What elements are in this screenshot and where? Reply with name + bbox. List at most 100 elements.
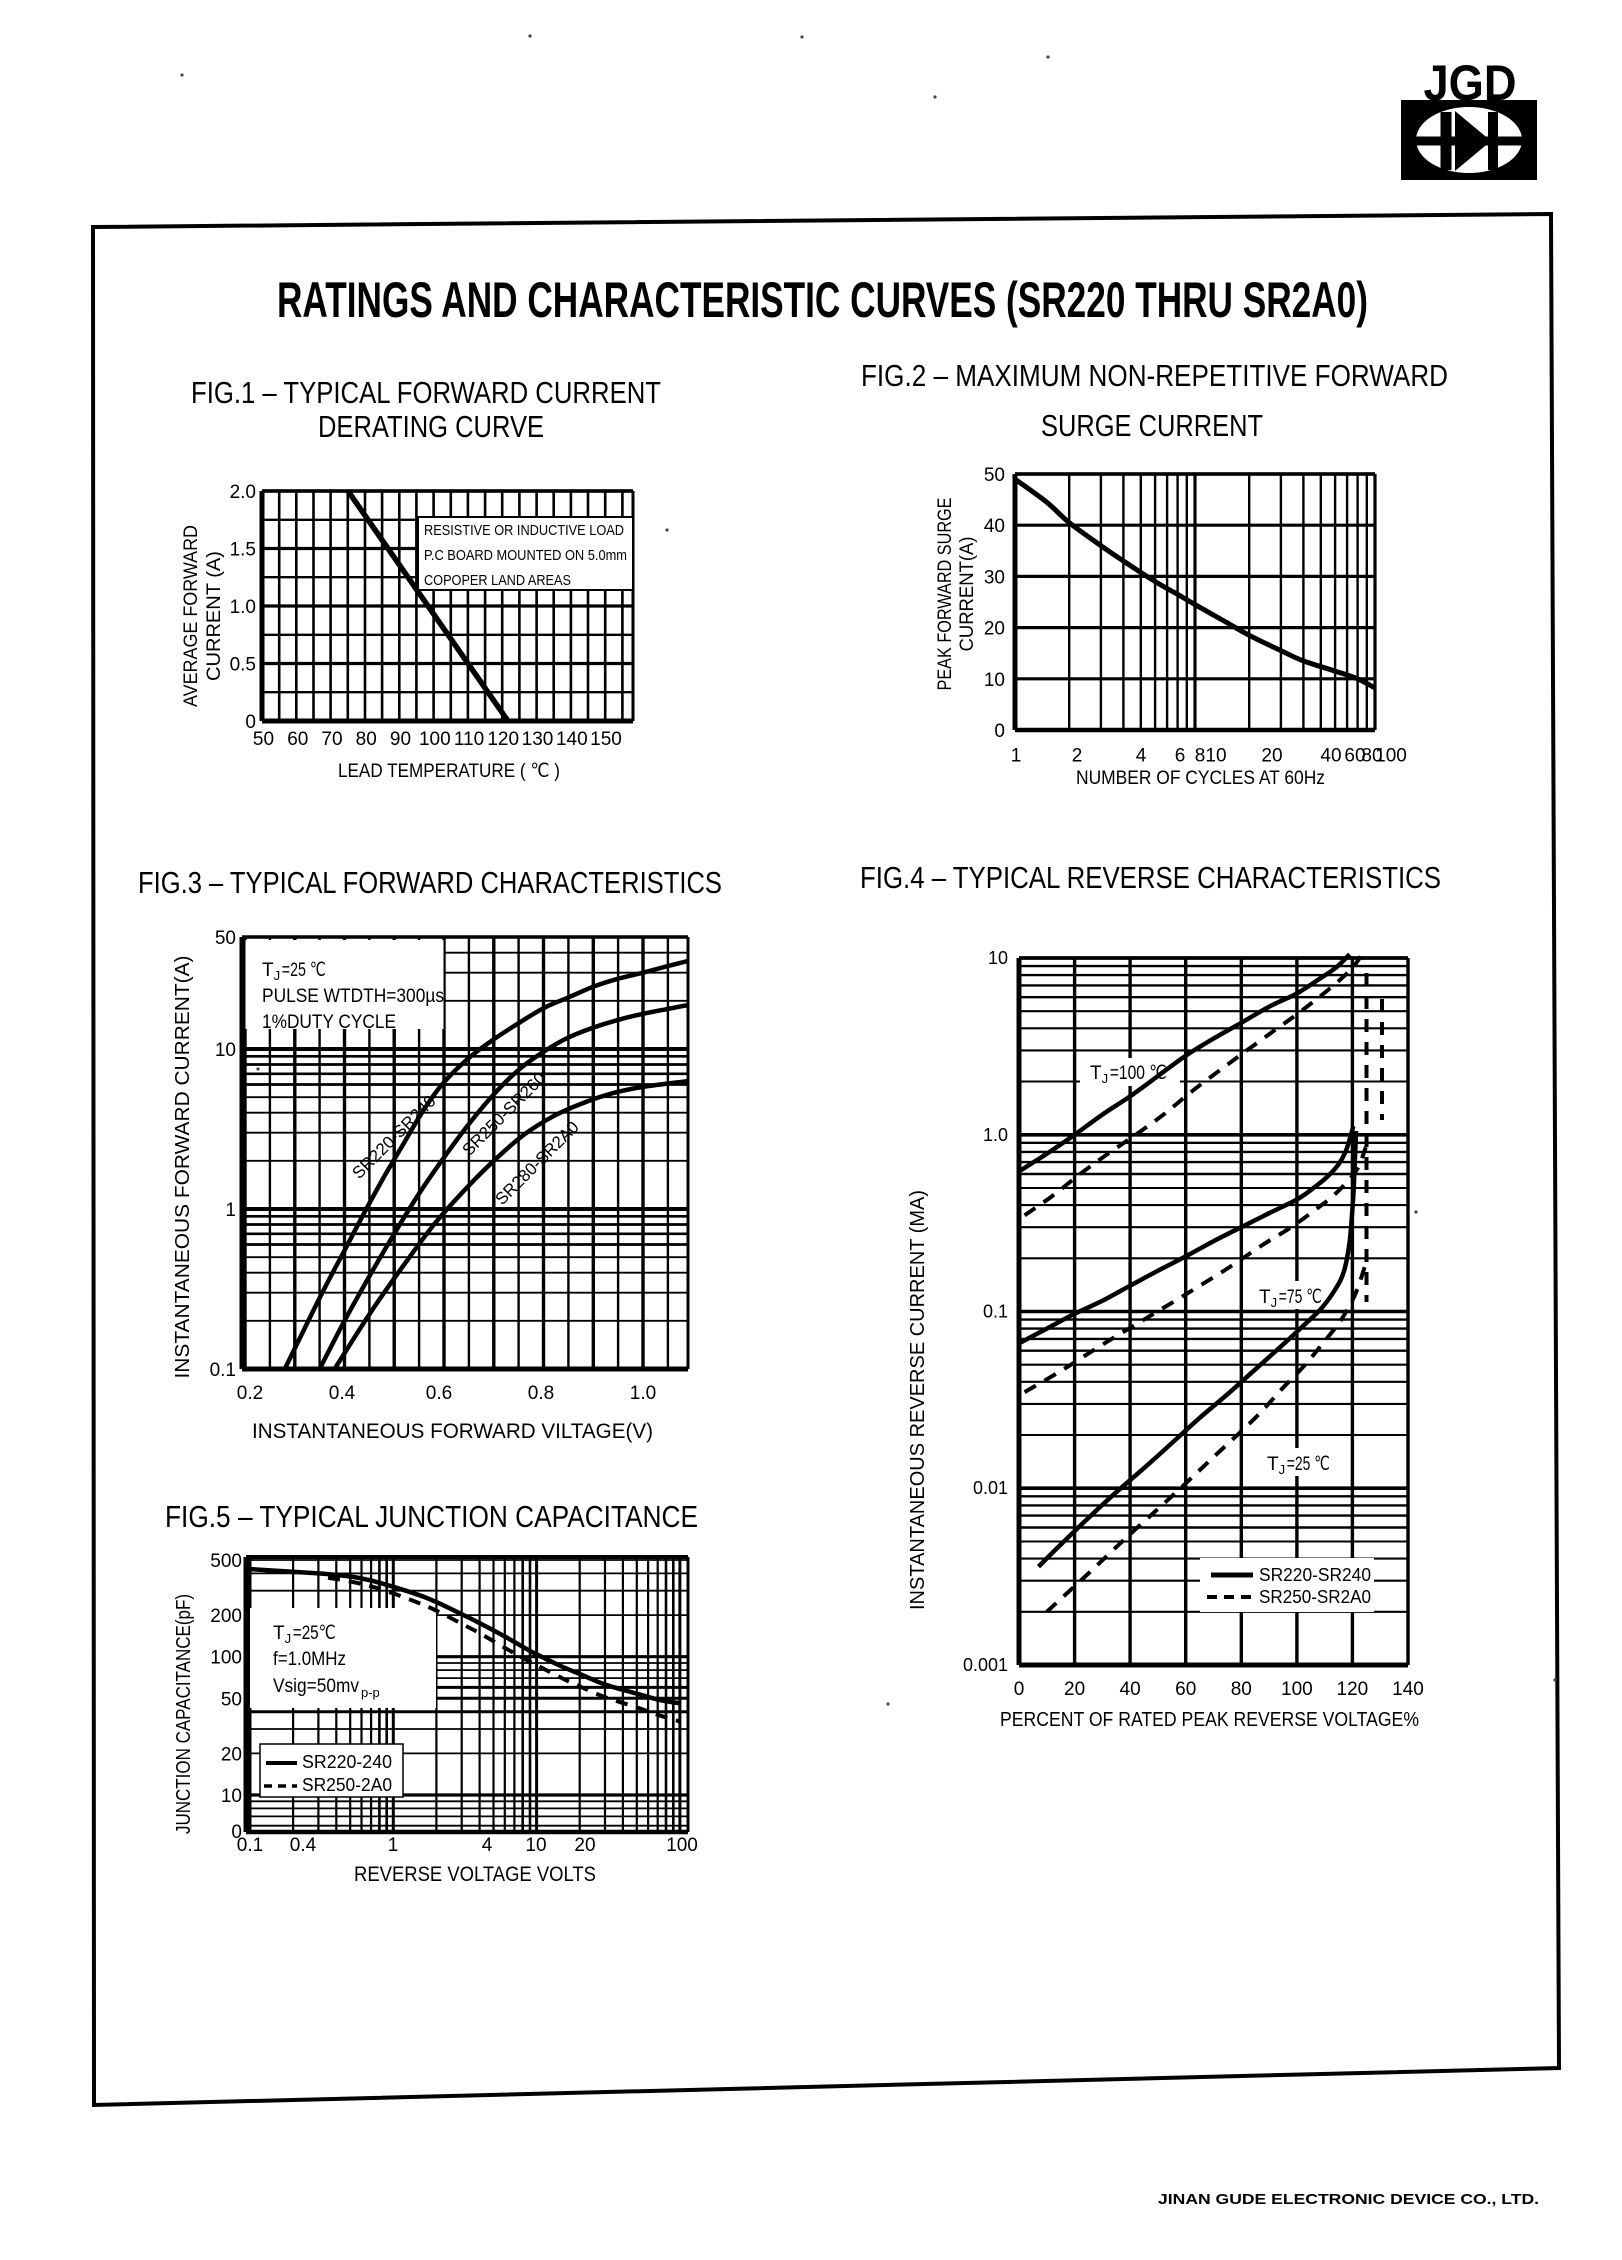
svg-text:20: 20	[1261, 746, 1282, 767]
svg-text:4: 4	[482, 1835, 493, 1856]
svg-text:10: 10	[1205, 746, 1226, 767]
svg-text:50: 50	[253, 729, 274, 750]
svg-text:100: 100	[1281, 1679, 1313, 1700]
svg-text:0.001: 0.001	[963, 1655, 1008, 1675]
svg-text:20: 20	[1064, 1679, 1085, 1700]
svg-text:0.1: 0.1	[983, 1302, 1008, 1322]
svg-text:1.0: 1.0	[230, 597, 256, 618]
svg-text:FIG.4 – TYPICAL REVERSE CHARAC: FIG.4 – TYPICAL REVERSE CHARACTERISTICS	[860, 860, 1441, 895]
svg-text:f=1.0MHz: f=1.0MHz	[273, 1649, 346, 1670]
svg-text:SURGE CURRENT: SURGE CURRENT	[1041, 408, 1263, 443]
svg-text:80: 80	[1361, 746, 1382, 767]
svg-text:70: 70	[321, 729, 342, 750]
svg-text:10: 10	[215, 1040, 236, 1061]
svg-text:JINAN GUDE ELECTRONIC DEVICE C: JINAN GUDE ELECTRONIC DEVICE CO., LTD.	[1158, 2191, 1539, 2208]
svg-text:10: 10	[221, 1786, 242, 1807]
svg-text:0.6: 0.6	[426, 1383, 452, 1404]
svg-text:60: 60	[287, 729, 308, 750]
svg-text:80: 80	[356, 729, 377, 750]
svg-text:J: J	[1102, 1071, 1109, 1086]
svg-text:0.1: 0.1	[210, 1360, 236, 1381]
svg-text:SR250-SR2A0: SR250-SR2A0	[1259, 1587, 1371, 1607]
svg-text:140: 140	[1392, 1679, 1424, 1700]
svg-text:AVERAGE FORWARD: AVERAGE FORWARD	[181, 525, 202, 707]
svg-text:0: 0	[245, 712, 256, 733]
svg-text:=25 ℃: =25 ℃	[1287, 1454, 1330, 1475]
svg-text:0.1: 0.1	[237, 1835, 263, 1856]
svg-text:SR220-240: SR220-240	[302, 1752, 392, 1772]
svg-text:J: J	[274, 968, 281, 983]
svg-text:10: 10	[525, 1835, 546, 1856]
svg-text:1: 1	[225, 1200, 236, 1221]
svg-text:120: 120	[1337, 1679, 1369, 1700]
svg-text:100: 100	[666, 1835, 698, 1856]
svg-text:10: 10	[984, 670, 1005, 691]
svg-text:100: 100	[419, 729, 451, 750]
svg-text:110: 110	[454, 729, 484, 750]
svg-text:JUNCTION CAPACITANCE(pF): JUNCTION CAPACITANCE(pF)	[173, 1594, 195, 1834]
svg-text:40: 40	[1320, 746, 1341, 767]
svg-text:J: J	[285, 1631, 292, 1646]
svg-text:RESISTIVE OR INDUCTIVE LOAD: RESISTIVE OR INDUCTIVE LOAD	[424, 522, 624, 539]
svg-text:NUMBER OF CYCLES AT 60Hz: NUMBER OF CYCLES AT 60Hz	[1076, 768, 1325, 789]
svg-text:=75 ℃: =75 ℃	[1279, 1287, 1322, 1308]
svg-text:REVERSE VOLTAGE VOLTS: REVERSE VOLTAGE VOLTS	[354, 1863, 596, 1886]
svg-text:0.5: 0.5	[230, 655, 256, 676]
svg-text:60: 60	[1344, 746, 1365, 767]
svg-text:200: 200	[210, 1606, 242, 1627]
svg-text:SR250-2A0: SR250-2A0	[302, 1775, 392, 1795]
svg-text:100: 100	[210, 1648, 242, 1669]
svg-text:2.0: 2.0	[230, 482, 256, 503]
svg-text:4: 4	[1136, 746, 1147, 767]
svg-text:1.0: 1.0	[983, 1125, 1008, 1145]
svg-text:8: 8	[1195, 746, 1206, 767]
svg-text:0.4: 0.4	[329, 1383, 356, 1404]
svg-text:100: 100	[1375, 746, 1407, 767]
svg-text:CURRENT(A): CURRENT(A)	[957, 537, 978, 652]
svg-text:1.0: 1.0	[630, 1383, 656, 1404]
svg-text:60: 60	[1175, 1679, 1196, 1700]
svg-text:=25℃: =25℃	[293, 1623, 336, 1644]
svg-text:J: J	[1279, 1462, 1286, 1477]
svg-text:p-p: p-p	[361, 1685, 380, 1700]
svg-text:130: 130	[522, 729, 554, 750]
svg-text:T: T	[1259, 1287, 1271, 1308]
svg-text:80: 80	[1231, 1679, 1252, 1700]
svg-text:50: 50	[984, 465, 1005, 486]
svg-text:1: 1	[388, 1835, 399, 1856]
svg-text:150: 150	[590, 729, 622, 750]
svg-text:0: 0	[994, 721, 1005, 742]
svg-text:140: 140	[556, 729, 588, 750]
svg-text:CURRENT (A): CURRENT (A)	[204, 551, 225, 681]
svg-text:=25 ℃: =25 ℃	[282, 960, 326, 981]
svg-text:T: T	[1090, 1063, 1102, 1084]
svg-text:1.5: 1.5	[230, 540, 256, 561]
svg-text:COPOPER LAND AREAS: COPOPER LAND AREAS	[424, 572, 571, 589]
svg-text:20: 20	[574, 1835, 595, 1856]
svg-text:1%DUTY CYCLE: 1%DUTY CYCLE	[262, 1012, 396, 1033]
svg-text:90: 90	[390, 729, 411, 750]
svg-text:FIG.3 – TYPICAL FORWARD CHARAC: FIG.3 – TYPICAL FORWARD CHARACTERISTICS	[138, 865, 722, 900]
svg-text:Vsig=50mv: Vsig=50mv	[273, 1676, 359, 1697]
svg-text:PULSE WTDTH=300µs: PULSE WTDTH=300µs	[262, 986, 444, 1007]
svg-text:30: 30	[984, 567, 1005, 588]
svg-text:2: 2	[1072, 746, 1083, 767]
svg-text:DERATING CURVE: DERATING CURVE	[318, 409, 544, 444]
svg-text:PERCENT OF RATED PEAK REVERSE: PERCENT OF RATED PEAK REVERSE VOLTAGE%	[1000, 1709, 1419, 1731]
svg-text:1: 1	[1011, 746, 1022, 767]
svg-text:20: 20	[984, 619, 1005, 640]
svg-text:20: 20	[221, 1744, 242, 1765]
svg-text:0.4: 0.4	[290, 1835, 317, 1856]
svg-text:=100 ℃: =100 ℃	[1110, 1063, 1167, 1084]
svg-text:T: T	[262, 960, 274, 981]
svg-text:50: 50	[221, 1689, 242, 1710]
svg-text:PEAK FORWARD SURGE: PEAK FORWARD SURGE	[935, 498, 956, 691]
svg-text:J: J	[1271, 1295, 1278, 1310]
svg-text:FIG.1 – TYPICAL FORWARD CURREN: FIG.1 – TYPICAL FORWARD CURRENT	[191, 375, 661, 410]
svg-text:INSTANTANEOUS REVERSE CURRENT: INSTANTANEOUS REVERSE CURRENT (MA)	[907, 1190, 929, 1610]
svg-text:INSTANTANEOUS FORWARD CURREN: INSTANTANEOUS FORWARD CURRENT(A)	[172, 956, 194, 1379]
svg-text:40: 40	[984, 516, 1005, 537]
svg-text:0: 0	[1014, 1679, 1025, 1700]
svg-text:0.8: 0.8	[528, 1383, 554, 1404]
svg-text:6: 6	[1175, 746, 1186, 767]
